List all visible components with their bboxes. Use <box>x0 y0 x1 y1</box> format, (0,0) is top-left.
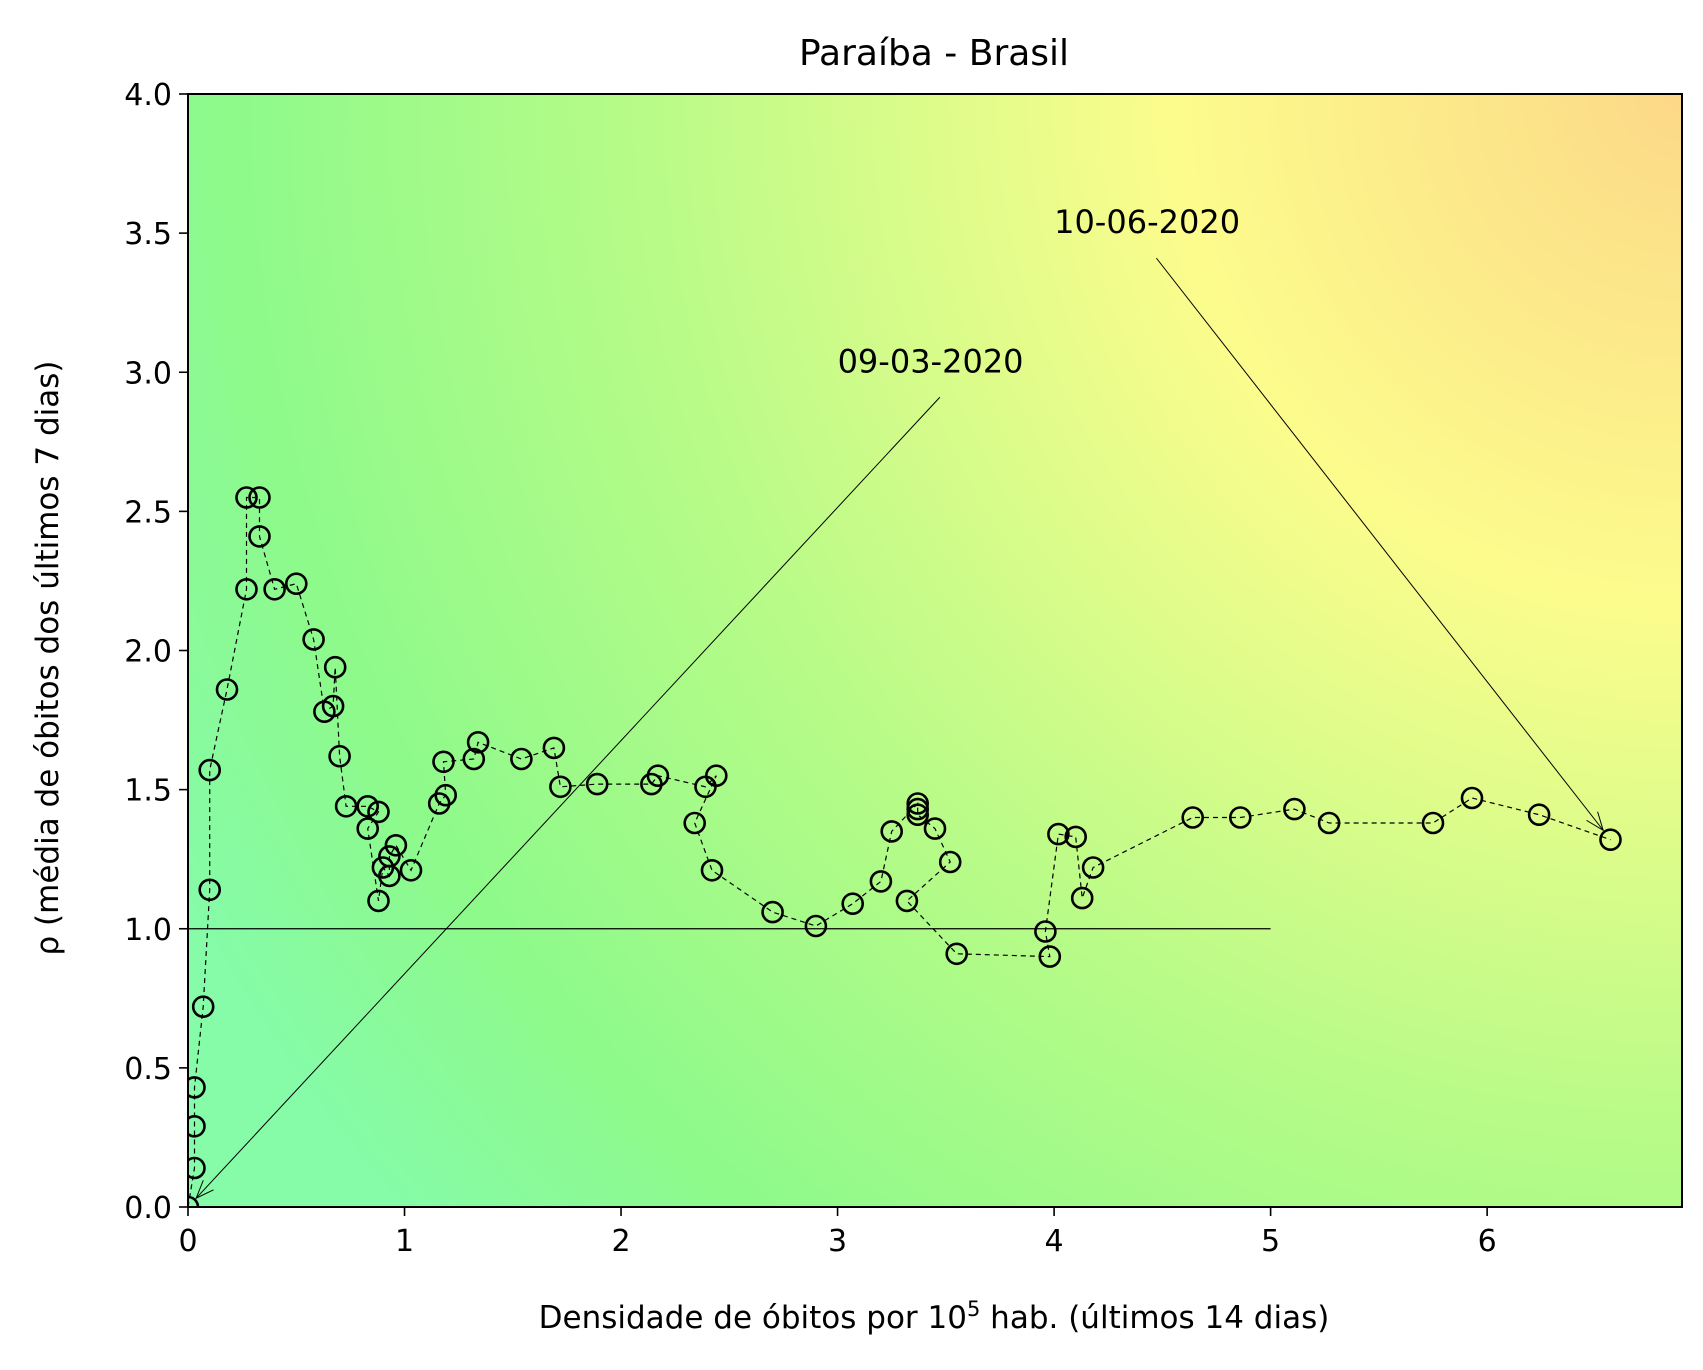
data-point <box>1460 786 1484 810</box>
y-tick-label: 0.5 <box>124 1052 172 1087</box>
data-point <box>188 1076 206 1099</box>
data-point <box>248 525 271 548</box>
data-point <box>1064 825 1087 849</box>
data-point <box>367 800 390 824</box>
data-point <box>323 655 347 679</box>
data-point <box>466 730 490 754</box>
y-tick-label: 0.0 <box>124 1191 172 1226</box>
data-point <box>1081 856 1105 879</box>
data-point <box>906 803 930 827</box>
data-point <box>704 764 728 788</box>
data-point <box>399 858 423 882</box>
data-point <box>1599 828 1622 852</box>
x-axis-label-sup: 5 <box>967 1297 980 1321</box>
data-point <box>841 892 865 916</box>
x-tick-label: 4 <box>1045 1224 1064 1259</box>
data-point <box>906 792 930 815</box>
plot-background <box>188 94 1682 1207</box>
data-point <box>1038 945 1062 968</box>
data-point <box>356 817 380 840</box>
data-point <box>198 878 221 902</box>
data-point <box>334 794 358 818</box>
data-point <box>1047 822 1070 846</box>
series-group <box>188 486 1622 1207</box>
x-tick-label: 0 <box>178 1224 197 1259</box>
data-point <box>880 820 904 843</box>
data-point <box>700 858 724 882</box>
x-axis-label: Densidade de óbitos por 105 hab. (último… <box>539 1297 1330 1336</box>
data-point <box>646 764 670 788</box>
data-point <box>302 628 325 651</box>
data-point <box>235 486 258 509</box>
data-point <box>235 577 258 601</box>
data-point <box>384 833 408 857</box>
data-point <box>683 811 707 835</box>
data-point <box>938 850 962 874</box>
x-tick-label: 5 <box>1261 1224 1280 1259</box>
data-point <box>869 870 893 893</box>
data-point <box>378 845 401 868</box>
x-tick-label: 2 <box>611 1224 630 1259</box>
chart-title: Paraíba - Brasil <box>799 33 1069 74</box>
annotation-label: 10-06-2020 <box>1054 203 1240 241</box>
series-line <box>188 496 1611 1207</box>
data-point <box>895 889 919 913</box>
data-point <box>1283 797 1306 821</box>
annotation-label: 09-03-2020 <box>838 342 1024 380</box>
y-tick-label: 3.0 <box>124 356 172 391</box>
annotation-arrow <box>195 396 941 1199</box>
data-point <box>1317 811 1341 835</box>
data-point <box>248 486 271 509</box>
data-point <box>510 747 533 771</box>
data-point <box>549 775 572 799</box>
x-axis-ticks: 0 1 2 3 4 5 6 <box>178 1207 1497 1259</box>
data-point <box>906 797 930 821</box>
x-tick-label: 6 <box>1478 1224 1497 1259</box>
data-point <box>1034 920 1057 943</box>
data-point <box>1070 886 1094 910</box>
data-point <box>188 1115 206 1138</box>
data-point <box>923 817 947 840</box>
data-point <box>1181 806 1204 829</box>
data-point <box>1527 803 1551 827</box>
data-point <box>367 889 390 913</box>
data-point <box>198 758 221 782</box>
data-point <box>462 747 486 771</box>
annotation-arrowhead <box>195 1180 214 1200</box>
data-point <box>328 744 351 768</box>
data-point <box>804 914 828 938</box>
data-point <box>191 995 215 1019</box>
y-tick-label: 4.0 <box>124 78 172 113</box>
data-point <box>585 772 609 796</box>
y-tick-label: 1.0 <box>124 913 172 948</box>
x-tick-label: 3 <box>828 1224 847 1259</box>
data-point <box>263 577 286 601</box>
x-axis-label-suffix: hab. (últimos 14 dias) <box>980 1300 1329 1336</box>
y-axis-ticks: 0.0 0.5 1.0 1.5 2.0 2.5 3.0 3.5 4.0 <box>124 78 188 1226</box>
data-point <box>434 783 458 807</box>
y-tick-label: 3.5 <box>124 217 172 252</box>
data-point <box>284 572 308 596</box>
annotation-arrowhead <box>1586 811 1605 832</box>
data-point <box>188 1156 206 1180</box>
annotation-group: 09-03-2020 10-06-2020 <box>195 203 1605 1200</box>
data-point <box>356 794 380 818</box>
data-point <box>215 678 239 701</box>
x-axis-label-main: Densidade de óbitos por 10 <box>539 1300 967 1336</box>
data-point <box>542 736 566 760</box>
data-point <box>945 942 969 966</box>
data-point <box>432 750 455 774</box>
annotation-arrow <box>1155 257 1604 831</box>
data-point <box>321 694 345 718</box>
data-point <box>1421 811 1445 835</box>
y-axis-label: ρ (média de óbitos dos últimos 7 dias) <box>30 361 66 956</box>
y-tick-label: 2.0 <box>124 635 172 670</box>
y-tick-label: 2.5 <box>124 495 172 530</box>
x-tick-label: 1 <box>395 1224 414 1259</box>
y-tick-label: 1.5 <box>124 774 172 809</box>
data-point <box>1229 806 1252 829</box>
data-point <box>761 900 784 924</box>
